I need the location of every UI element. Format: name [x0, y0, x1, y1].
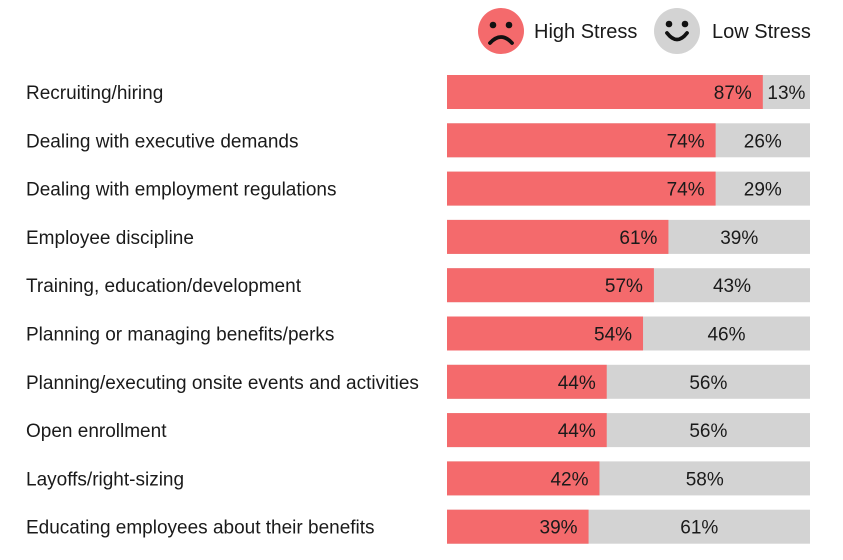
category-label: Layoffs/right-sizing	[26, 469, 184, 490]
bar-high-stress	[447, 219, 669, 254]
data-label-low-stress: 56%	[689, 421, 727, 442]
bar-high-stress	[447, 413, 607, 448]
data-label-high-stress: 42%	[550, 469, 588, 490]
category-label: Recruiting/hiring	[26, 83, 163, 104]
category-label: Planning/executing onsite events and act…	[26, 373, 419, 394]
sad-face-icon	[478, 8, 524, 54]
chart-row-layoffs-right-sizing: Layoffs/right-sizing 42% 58%	[26, 461, 810, 496]
data-label-high-stress: 74%	[667, 131, 705, 152]
data-label-low-stress: 39%	[720, 228, 758, 249]
bar-high-stress	[447, 461, 600, 496]
bar-high-stress	[447, 171, 716, 206]
bar-high-stress	[447, 509, 589, 544]
category-label: Planning or managing benefits/perks	[26, 325, 334, 346]
bar-high-stress	[447, 316, 644, 351]
chart-row-open-enrollment: Open enrollment 44% 56%	[26, 413, 810, 448]
bar-high-stress	[447, 123, 716, 158]
data-label-low-stress: 56%	[689, 373, 727, 394]
chart-row-planning-executing-onsite-events-and-activities: Planning/executing onsite events and act…	[26, 364, 810, 399]
chart-row-educating-employees-about-their-benefits: Educating employees about their benefits…	[26, 509, 810, 544]
chart-row-training-education-development: Training, education/development 57% 43%	[26, 268, 810, 303]
category-label: Open enrollment	[26, 421, 167, 442]
data-label-low-stress: 46%	[707, 325, 745, 346]
chart-rows: Recruiting/hiring 87% 13% Dealing with exec…	[26, 75, 810, 544]
data-label-low-stress: 58%	[686, 469, 724, 490]
chart-row-recruiting-hiring: Recruiting/hiring 87% 13%	[26, 75, 810, 109]
bar-high-stress	[447, 75, 763, 109]
data-label-high-stress: 74%	[667, 180, 705, 201]
bar-high-stress	[447, 268, 654, 303]
data-label-low-stress: 26%	[744, 131, 782, 152]
data-label-high-stress: 54%	[594, 325, 632, 346]
category-label: Training, education/development	[26, 276, 302, 297]
category-label: Dealing with employment regulations	[26, 180, 337, 201]
data-label-high-stress: 44%	[558, 373, 596, 394]
happy-face-icon	[654, 8, 700, 54]
data-label-high-stress: 44%	[558, 421, 596, 442]
chart-row-planning-or-managing-benefits-perks: Planning or managing benefits/perks 54% 46…	[26, 316, 810, 351]
chart-row-dealing-with-executive-demands: Dealing with executive demands 74% 26%	[26, 123, 810, 158]
chart-row-employee-discipline: Employee discipline 61% 39%	[26, 219, 810, 254]
data-label-high-stress: 87%	[714, 83, 752, 104]
legend-label-high-stress: High Stress	[534, 21, 637, 43]
legend: High Stress Low Stress	[478, 8, 811, 54]
data-label-high-stress: 57%	[605, 276, 643, 297]
data-label-high-stress: 39%	[540, 518, 578, 539]
data-label-high-stress: 61%	[619, 228, 657, 249]
legend-label-low-stress: Low Stress	[712, 21, 811, 43]
data-label-low-stress: 13%	[767, 83, 805, 104]
chart-row-dealing-with-employment-regulations: Dealing with employment regulations 74% 29…	[26, 171, 810, 206]
category-label: Educating employees about their benefits	[26, 518, 375, 539]
data-label-low-stress: 43%	[713, 276, 751, 297]
bar-high-stress	[447, 364, 607, 399]
data-label-low-stress: 61%	[680, 518, 718, 539]
category-label: Dealing with executive demands	[26, 131, 299, 152]
data-label-low-stress: 29%	[744, 180, 782, 201]
category-label: Employee discipline	[26, 228, 194, 249]
